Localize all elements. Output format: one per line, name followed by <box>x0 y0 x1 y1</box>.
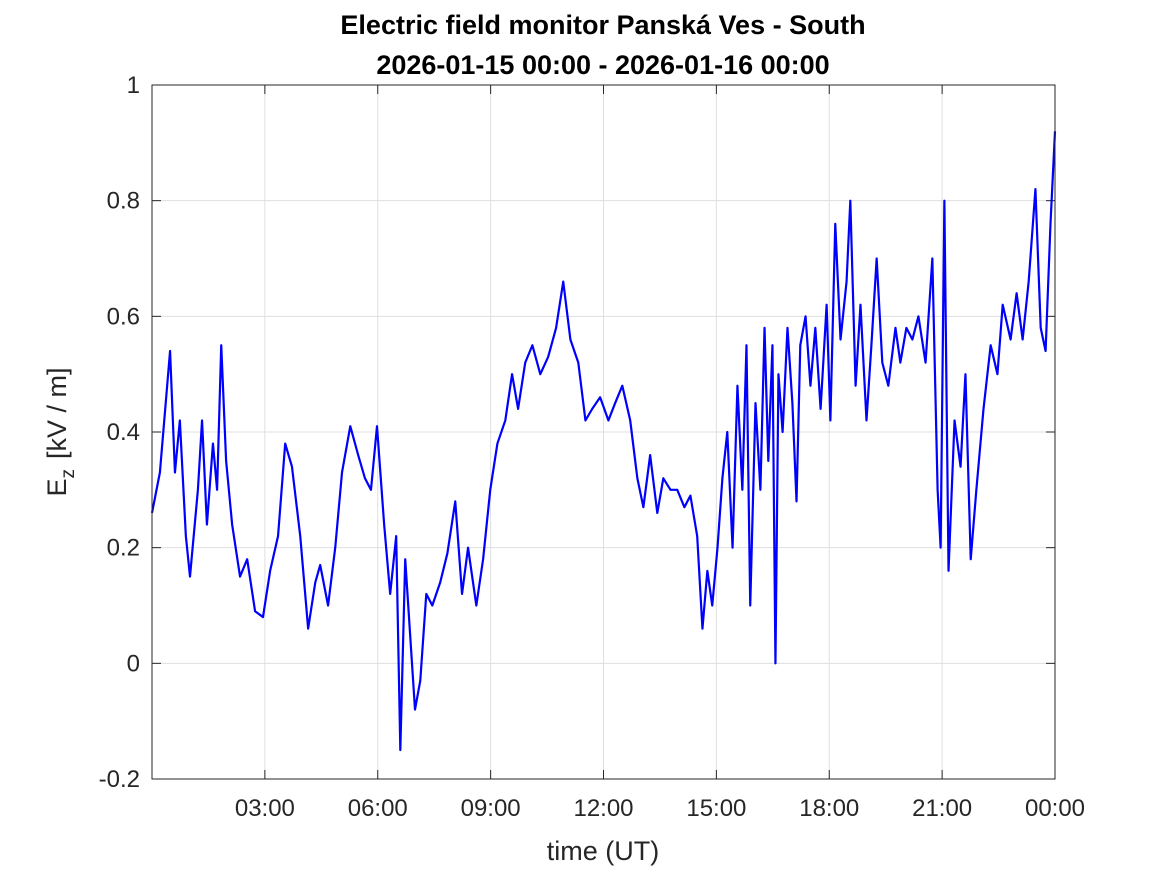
y-tick-label: 1 <box>127 72 140 99</box>
y-tick-label: 0.8 <box>107 188 140 215</box>
x-tick-label: 12:00 <box>573 795 633 822</box>
x-tick-label: 09:00 <box>461 795 521 822</box>
y-axis-label: Ez [kV / m] <box>42 367 79 496</box>
y-label-unit: [kV / m] <box>42 367 72 459</box>
chart-subtitle: 2026-01-15 00:00 - 2026-01-16 00:00 <box>376 50 829 80</box>
x-axis-label: time (UT) <box>547 836 659 866</box>
x-tick-label: 21:00 <box>912 795 972 822</box>
data-line <box>150 131 1057 752</box>
x-tick-label: 06:00 <box>348 795 408 822</box>
y-tick-label: 0 <box>127 650 140 677</box>
y-label-symbol: E <box>42 479 72 497</box>
x-tick-label: 00:00 <box>1025 795 1085 822</box>
y-tick-label: 0.2 <box>107 535 140 562</box>
y-tick-label: -0.2 <box>99 766 140 793</box>
y-label-subscript: z <box>58 469 79 479</box>
y-tick-label: 0.6 <box>107 303 140 330</box>
x-tick-label: 03:00 <box>235 795 295 822</box>
x-tick-label: 18:00 <box>799 795 859 822</box>
plot-frame <box>151 84 1056 780</box>
chart-title: Electric field monitor Panská Ves - Sout… <box>340 10 865 40</box>
y-tick-label: 0.4 <box>107 419 140 446</box>
x-tick-label: 15:00 <box>686 795 746 822</box>
